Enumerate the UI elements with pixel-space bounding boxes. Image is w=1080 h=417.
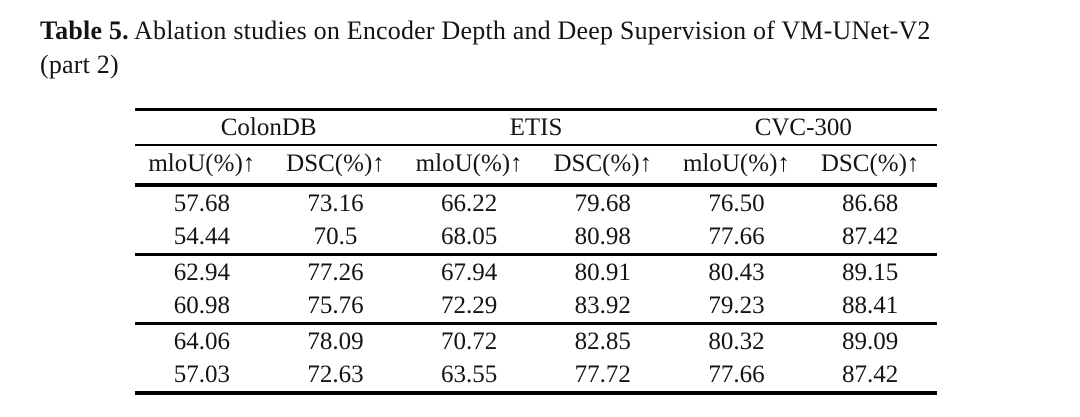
table-row: 57.03 72.63 63.55 77.72 77.66 87.42: [135, 358, 937, 393]
table-cell: 60.98: [135, 289, 269, 325]
paper-table-figure: Table 5. Ablation studies on Encoder Dep…: [0, 14, 1080, 417]
group-header-colondb: ColonDB: [135, 109, 403, 146]
table-cell: 79.23: [669, 289, 804, 325]
column-header-dsc: DSC(%)↑: [535, 145, 670, 187]
table-cell: 89.15: [842, 259, 899, 286]
table-cell: 77.66: [708, 361, 765, 388]
table-cell: 63.55: [441, 361, 498, 388]
table-cell: 88.41: [803, 289, 937, 325]
table-cell: 82.85: [574, 328, 631, 355]
group-header-etis: ETIS: [402, 109, 670, 146]
table-cell: 83.92: [535, 289, 670, 325]
table-cell: 70.5: [268, 220, 403, 256]
caption-text: Ablation studies on Encoder Depth and De…: [134, 16, 931, 45]
column-header-row: mloU(%)↑ DSC(%)↑ mloU(%)↑ DSC(%)↑ mloU(%…: [135, 145, 937, 187]
table-cell: 54.44: [135, 220, 269, 256]
table-cell: 77.26: [307, 259, 364, 286]
table-cell: 80.43: [708, 259, 765, 286]
group-header-row: ColonDB ETIS CVC-300: [135, 109, 937, 146]
table-cell: 70.72: [441, 328, 498, 355]
table-cell: 78.09: [307, 328, 364, 355]
table-row: 64.06 78.09 70.72 82.85 80.32 89.09: [135, 324, 937, 359]
table-cell: 67.94: [441, 259, 498, 286]
table-cell: 80.32: [708, 328, 765, 355]
caption-part: (part 2): [40, 50, 119, 79]
table-row: 54.44 70.5 68.05 80.98 77.66 87.42: [135, 220, 937, 256]
table-cell: 66.22: [441, 190, 498, 217]
caption-label: Table 5.: [40, 16, 129, 45]
table-cell: 89.09: [842, 328, 899, 355]
table-cell: 62.94: [173, 259, 230, 286]
table-cell: 72.29: [402, 289, 536, 325]
column-header-dsc: DSC(%)↑: [268, 145, 403, 187]
table-cell: 75.76: [268, 289, 403, 325]
ablation-results-table: ColonDB ETIS CVC-300 mloU(%)↑ DSC(%)↑ ml…: [135, 108, 937, 395]
table-cell: 87.42: [803, 220, 937, 256]
table-cell: 87.42: [842, 361, 899, 388]
table-cell: 79.68: [574, 190, 631, 217]
group-header-cvc300: CVC-300: [669, 109, 937, 146]
table-cell: 76.50: [708, 190, 765, 217]
table-cell: 57.68: [173, 190, 230, 217]
table-cell: 77.66: [669, 220, 804, 256]
column-header-miou: mloU(%)↑: [669, 145, 804, 187]
column-header-miou: mloU(%)↑: [135, 145, 269, 187]
table-cell: 57.03: [173, 361, 230, 388]
table-row: 62.94 77.26 67.94 80.91 80.43 89.15: [135, 255, 937, 290]
column-header-dsc: DSC(%)↑: [803, 145, 937, 187]
table-cell: 86.68: [842, 190, 899, 217]
table-caption: Table 5. Ablation studies on Encoder Dep…: [40, 14, 1042, 82]
table-row: 57.68 73.16 66.22 79.68 76.50 86.68: [135, 185, 937, 220]
table-cell: 80.98: [535, 220, 670, 256]
table-cell: 80.91: [574, 259, 631, 286]
table-cell: 73.16: [307, 190, 364, 217]
table-cell: 77.72: [574, 361, 631, 388]
table-row: 60.98 75.76 72.29 83.92 79.23 88.41: [135, 289, 937, 325]
column-header-miou: mloU(%)↑: [402, 145, 536, 187]
table-cell: 68.05: [402, 220, 536, 256]
table-cell: 72.63: [307, 361, 364, 388]
table-cell: 64.06: [173, 328, 230, 355]
